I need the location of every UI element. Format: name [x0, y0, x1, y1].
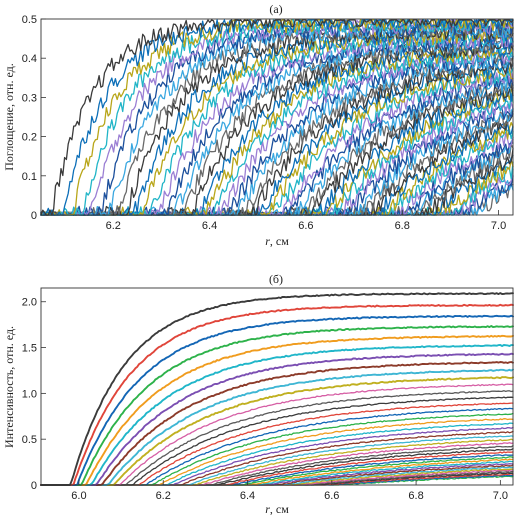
panel-a-ytick-label: 0.4 — [22, 53, 37, 65]
panel-a-ytick-label: 0.5 — [22, 14, 37, 26]
panel-b-series-line — [40, 344, 514, 486]
panel-b-ticks: 6.0 6.2 6.4 6.6 6.8 7.0 0 0.5 1.0 1.5 2.0 — [22, 297, 508, 502]
panel-b-ytick-label: 0.5 — [22, 434, 37, 446]
panel-b-ytick-label: 1.0 — [22, 388, 37, 400]
panel-a-xtick-label: 6.2 — [106, 220, 121, 232]
panel-b-series-line — [40, 292, 514, 486]
panel-a-series-line — [40, 19, 514, 216]
panel-a-xlabel: r, см — [265, 234, 289, 248]
panel-b-series-line — [40, 314, 514, 486]
panel-b-series-line — [40, 352, 514, 486]
panel-b-series-line — [40, 368, 514, 486]
panel-b-xtick-label: 6.8 — [408, 490, 423, 502]
panel-a-series-line — [40, 19, 514, 216]
panel-a-xtick-label: 6.8 — [395, 220, 410, 232]
panel-b-series-line — [40, 376, 514, 486]
panel-b-series-line — [40, 303, 514, 486]
panel-a-ytick-label: 0.3 — [22, 92, 37, 104]
panel-a-ytick-label: 0.2 — [22, 132, 37, 144]
panel-b-ylabel: Интенсивность, отн. ед. — [2, 326, 16, 448]
panel-a-xtick-label: 7.0 — [491, 220, 506, 232]
panel-b-series-line — [40, 325, 514, 486]
panel-a-ylabel: Поглощение, отн. ед. — [2, 63, 16, 170]
panel-a-plot-frame — [40, 18, 514, 216]
panel-a-title: (а) — [269, 2, 282, 16]
panel-b-xtick-label: 6.2 — [156, 490, 171, 502]
panel-b-title: (б) — [269, 272, 283, 286]
panel-b-series-line — [40, 334, 514, 486]
panel-b-xtick-label: 6.0 — [71, 490, 86, 502]
panel-a-series-group — [40, 19, 514, 216]
panel-b-ytick-label: 0 — [31, 480, 37, 492]
panel-b-plot-frame — [40, 287, 514, 486]
panel-b: (б) 6.0 6.2 6.4 6.6 6.8 7.0 0 0.5 1.0 1.5 2.0 Инте… — [2, 272, 514, 516]
panel-b-xtick-label: 6.6 — [324, 490, 339, 502]
panel-b-xtick-label: 7.0 — [493, 490, 508, 502]
panel-a-ytick-label: 0.1 — [22, 171, 37, 183]
panel-b-xlabel: r, см — [265, 502, 289, 516]
panel-a-xtick-label: 6.6 — [298, 220, 313, 232]
panel-b-xtick-label: 6.4 — [240, 490, 255, 502]
panel-b-ytick-label: 1.5 — [22, 343, 37, 355]
panel-a-ytick-label: 0 — [31, 210, 37, 222]
panel-b-ytick-label: 2.0 — [22, 297, 37, 309]
panel-a-xtick-label: 6.4 — [202, 220, 217, 232]
panel-a: (а) 6.2 6.4 6.6 6.8 7.0 0 0.1 0.2 0.3 0.4 0.5 Погл… — [2, 2, 514, 248]
panel-b-series-group — [40, 292, 514, 486]
panel-b-series-line — [40, 361, 514, 486]
panel-a-ticks: 6.2 6.4 6.6 6.8 7.0 0 0.1 0.2 0.3 0.4 0.5 — [22, 14, 506, 232]
